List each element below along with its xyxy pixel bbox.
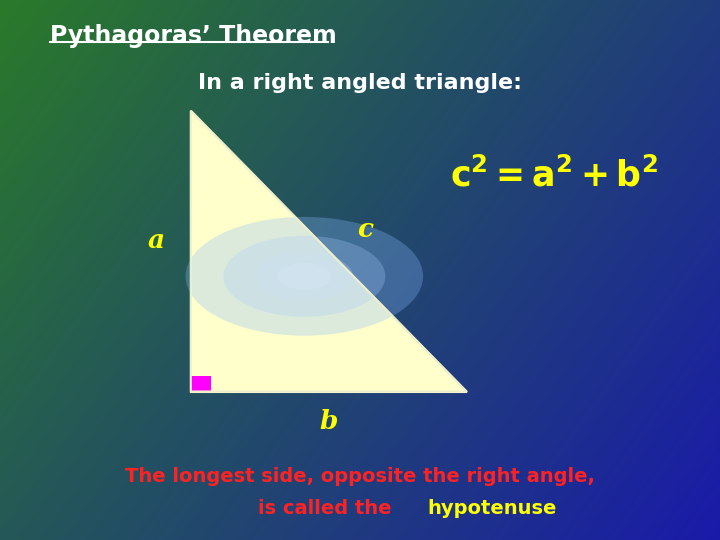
Text: Pythagoras’ Theorem: Pythagoras’ Theorem	[50, 24, 337, 48]
Text: c: c	[356, 217, 373, 242]
Text: hypotenuse: hypotenuse	[427, 499, 557, 518]
Ellipse shape	[223, 236, 385, 317]
Text: $\mathbf{c^2 = a^2 + b^2}$: $\mathbf{c^2 = a^2 + b^2}$	[451, 157, 658, 194]
Text: is called the: is called the	[258, 499, 398, 518]
Text: In a right angled triangle:: In a right angled triangle:	[198, 73, 522, 93]
Ellipse shape	[277, 263, 331, 290]
Ellipse shape	[256, 252, 353, 301]
Text: b: b	[320, 409, 338, 434]
Ellipse shape	[186, 217, 423, 336]
Text: The longest side, opposite the right angle,: The longest side, opposite the right ang…	[125, 467, 595, 486]
Text: a: a	[148, 228, 165, 253]
Bar	[191, 376, 211, 392]
Polygon shape	[191, 111, 467, 392]
